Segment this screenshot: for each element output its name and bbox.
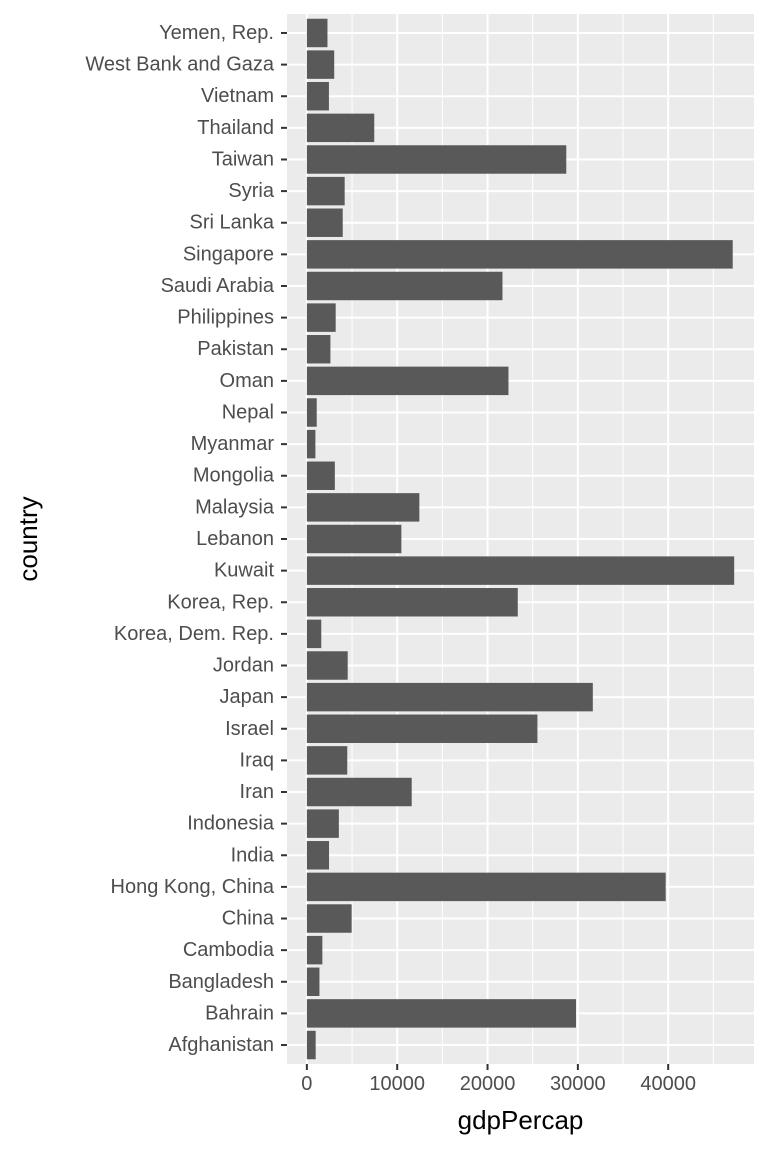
bar: [306, 240, 733, 269]
y-tick-label: Malaysia: [195, 496, 275, 518]
y-tick-label: Sri Lanka: [190, 212, 275, 234]
x-tick-label: 10000: [369, 1073, 425, 1095]
bar: [306, 18, 328, 48]
bar: [306, 556, 735, 585]
y-axis-title: country: [13, 496, 43, 581]
x-tick-label: 20000: [460, 1073, 516, 1095]
bar: [306, 619, 322, 649]
y-axis: Afghanistan Bahrain Bangladesh Cambodia Chin…: [85, 22, 287, 1056]
x-axis-title: gdpPercap: [458, 1105, 584, 1135]
bars: [306, 18, 735, 1060]
y-tick-label: Myanmar: [191, 433, 275, 455]
bar: [306, 398, 317, 427]
y-tick-label: Iran: [240, 781, 274, 803]
y-tick-label: China: [222, 908, 275, 930]
y-tick-label: Thailand: [197, 117, 274, 139]
y-tick-label: Philippines: [177, 307, 274, 329]
bar: [306, 176, 345, 206]
x-axis: 0 10000 20000 30000 40000: [301, 1064, 696, 1095]
y-tick-label: Bahrain: [205, 1002, 274, 1024]
bar: [306, 208, 343, 237]
bar: [306, 366, 509, 396]
y-tick-label: Korea, Dem. Rep.: [114, 623, 274, 645]
y-tick-label: Taiwan: [212, 148, 274, 170]
bar: [306, 145, 567, 174]
bar: [306, 777, 412, 807]
y-tick-label: Afghanistan: [168, 1034, 274, 1056]
y-tick-label: Jordan: [213, 655, 274, 677]
bar: [306, 682, 593, 712]
bar: [306, 872, 666, 902]
y-tick-label: Pakistan: [197, 338, 274, 360]
x-tick-label: 0: [301, 1073, 312, 1095]
y-tick-label: Indonesia: [187, 813, 275, 835]
y-tick-label: Oman: [220, 370, 274, 392]
bar: [306, 524, 402, 554]
bar: [306, 588, 518, 617]
bar: [306, 935, 323, 965]
y-tick-label: Saudi Arabia: [161, 275, 275, 297]
bar: [306, 50, 335, 79]
bar: [306, 81, 329, 111]
y-tick-label: Cambodia: [183, 939, 275, 961]
bar: [306, 493, 420, 522]
y-tick-label: Iraq: [240, 749, 274, 771]
y-tick-label: Kuwait: [214, 560, 274, 582]
y-tick-label: Mongolia: [193, 465, 275, 487]
y-tick-label: Korea, Rep.: [167, 591, 274, 613]
x-tick-label: 30000: [550, 1073, 606, 1095]
bar: [306, 746, 348, 775]
bar: [306, 904, 352, 933]
y-tick-label: Nepal: [222, 401, 274, 423]
y-tick-label: Israel: [225, 718, 274, 740]
y-tick-label: India: [231, 844, 275, 866]
y-tick-label: Singapore: [183, 243, 274, 265]
y-tick-label: Syria: [228, 180, 274, 202]
bar: [306, 113, 375, 143]
bar: [306, 335, 331, 364]
bar: [306, 999, 577, 1028]
bar: [306, 651, 348, 680]
y-tick-label: Lebanon: [196, 528, 274, 550]
bar: [306, 303, 336, 332]
y-tick-label: Yemen, Rep.: [159, 22, 274, 44]
bar: [306, 429, 316, 459]
y-tick-label: Vietnam: [201, 85, 274, 107]
bar: [306, 841, 330, 870]
y-tick-label: Bangladesh: [168, 971, 274, 993]
bar: [306, 1030, 316, 1060]
bar: [306, 714, 538, 743]
x-tick-label: 40000: [640, 1073, 696, 1095]
bar: [306, 967, 320, 997]
y-tick-label: Hong Kong, China: [111, 876, 275, 898]
y-tick-label: Japan: [220, 686, 275, 708]
bar: [306, 809, 339, 838]
bar: [306, 271, 503, 301]
y-tick-label: West Bank and Gaza: [85, 54, 275, 76]
bar: [306, 461, 335, 490]
